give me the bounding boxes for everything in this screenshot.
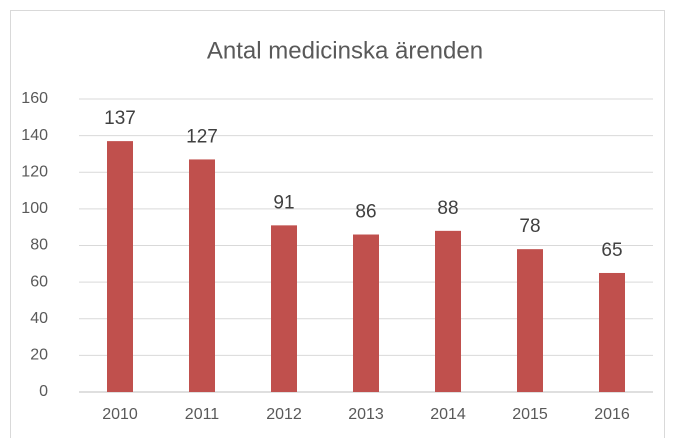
data-label: 127	[186, 126, 218, 147]
bar	[435, 230, 461, 392]
y-tick-label: 120	[21, 163, 48, 180]
y-tick-label: 40	[30, 310, 48, 327]
x-tick-label: 2013	[348, 406, 384, 423]
y-tick-label: 100	[21, 200, 48, 217]
x-tick-label: 2011	[185, 406, 220, 423]
y-tick-label: 160	[21, 90, 48, 107]
bar	[271, 225, 297, 392]
bar	[599, 272, 625, 392]
x-tick-label: 2016	[594, 406, 630, 423]
x-tick-label: 2014	[430, 406, 466, 423]
data-label: 65	[601, 240, 622, 261]
chart-title: Antal medicinska ärenden	[207, 37, 483, 64]
data-label: 88	[437, 198, 458, 219]
data-label: 86	[355, 202, 376, 223]
bar	[189, 159, 215, 392]
bar	[107, 141, 133, 392]
data-label: 78	[519, 216, 540, 237]
y-tick-label: 60	[30, 273, 48, 290]
bar	[517, 249, 543, 392]
x-tick-label: 2010	[102, 406, 138, 423]
bar	[353, 234, 379, 392]
y-tick-label: 80	[30, 237, 48, 254]
data-label: 137	[104, 108, 136, 129]
y-tick-label: 0	[39, 383, 48, 400]
y-tick-label: 140	[21, 127, 48, 144]
x-tick-label: 2015	[512, 406, 548, 423]
data-label: 91	[273, 192, 294, 213]
y-tick-label: 20	[30, 347, 48, 364]
x-tick-label: 2012	[266, 406, 302, 423]
